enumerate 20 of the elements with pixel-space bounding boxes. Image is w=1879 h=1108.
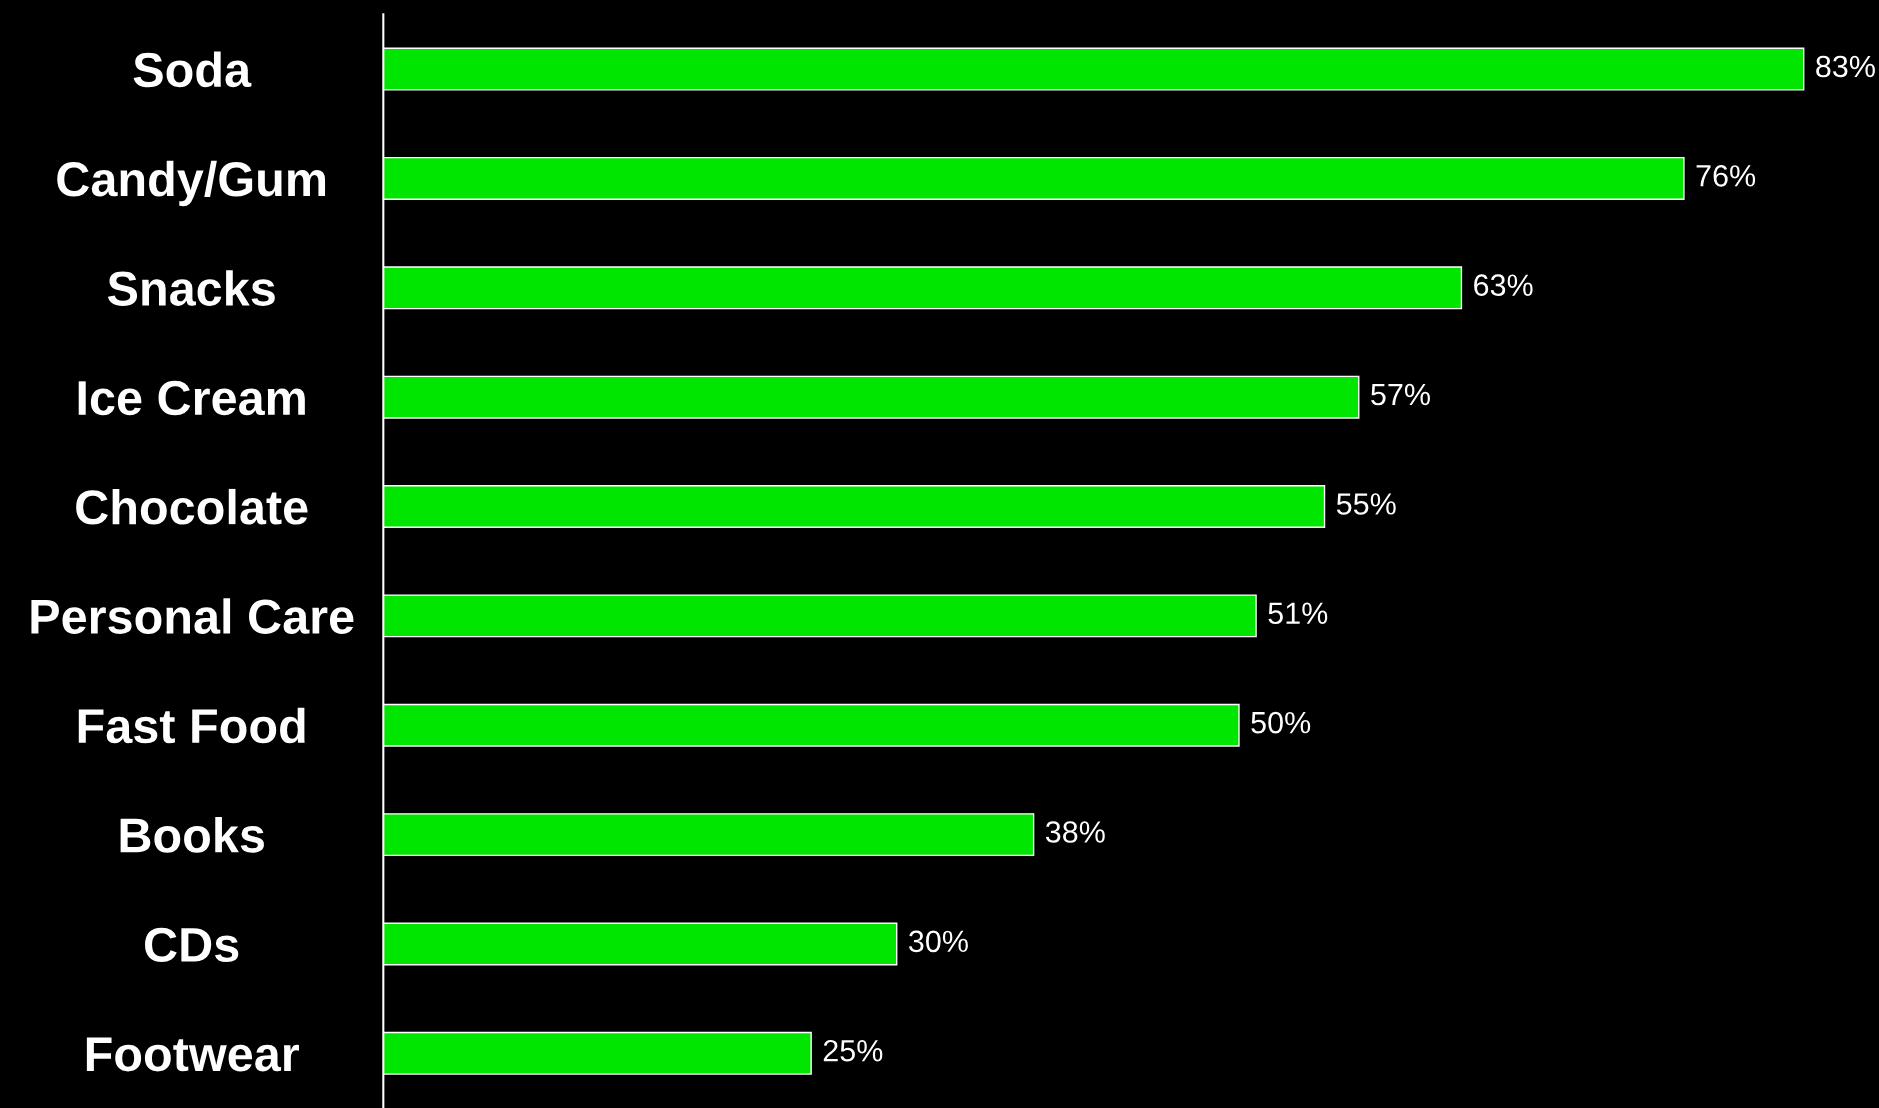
y-tick-label: Fast Food: [78, 707, 305, 744]
data-label: 83%: [1816, 55, 1875, 78]
data-label: 55%: [1336, 493, 1396, 515]
data-label: 76%: [1696, 165, 1756, 187]
data-label: 25%: [823, 1039, 883, 1062]
y-tick-label: Books: [120, 816, 264, 853]
y-tick-label: Chocolate: [76, 488, 308, 525]
y-tick-label: Snacks: [107, 270, 275, 306]
data-label: 38%: [1045, 821, 1105, 843]
data-label: 51%: [1268, 602, 1328, 625]
data-label: 63%: [1474, 274, 1533, 297]
y-tick-label: Ice Cream: [78, 380, 305, 416]
y-tick-label: Candy/Gum: [57, 160, 326, 207]
data-label: 50%: [1251, 711, 1311, 734]
y-tick-label: CDs: [145, 927, 239, 963]
y-tick-label: Soda: [133, 51, 252, 88]
data-label: 30%: [908, 930, 968, 953]
data-label: 57%: [1371, 383, 1430, 406]
y-tick-label: Footwear: [86, 1037, 299, 1072]
y-tick-label: Personal Care: [31, 598, 354, 634]
